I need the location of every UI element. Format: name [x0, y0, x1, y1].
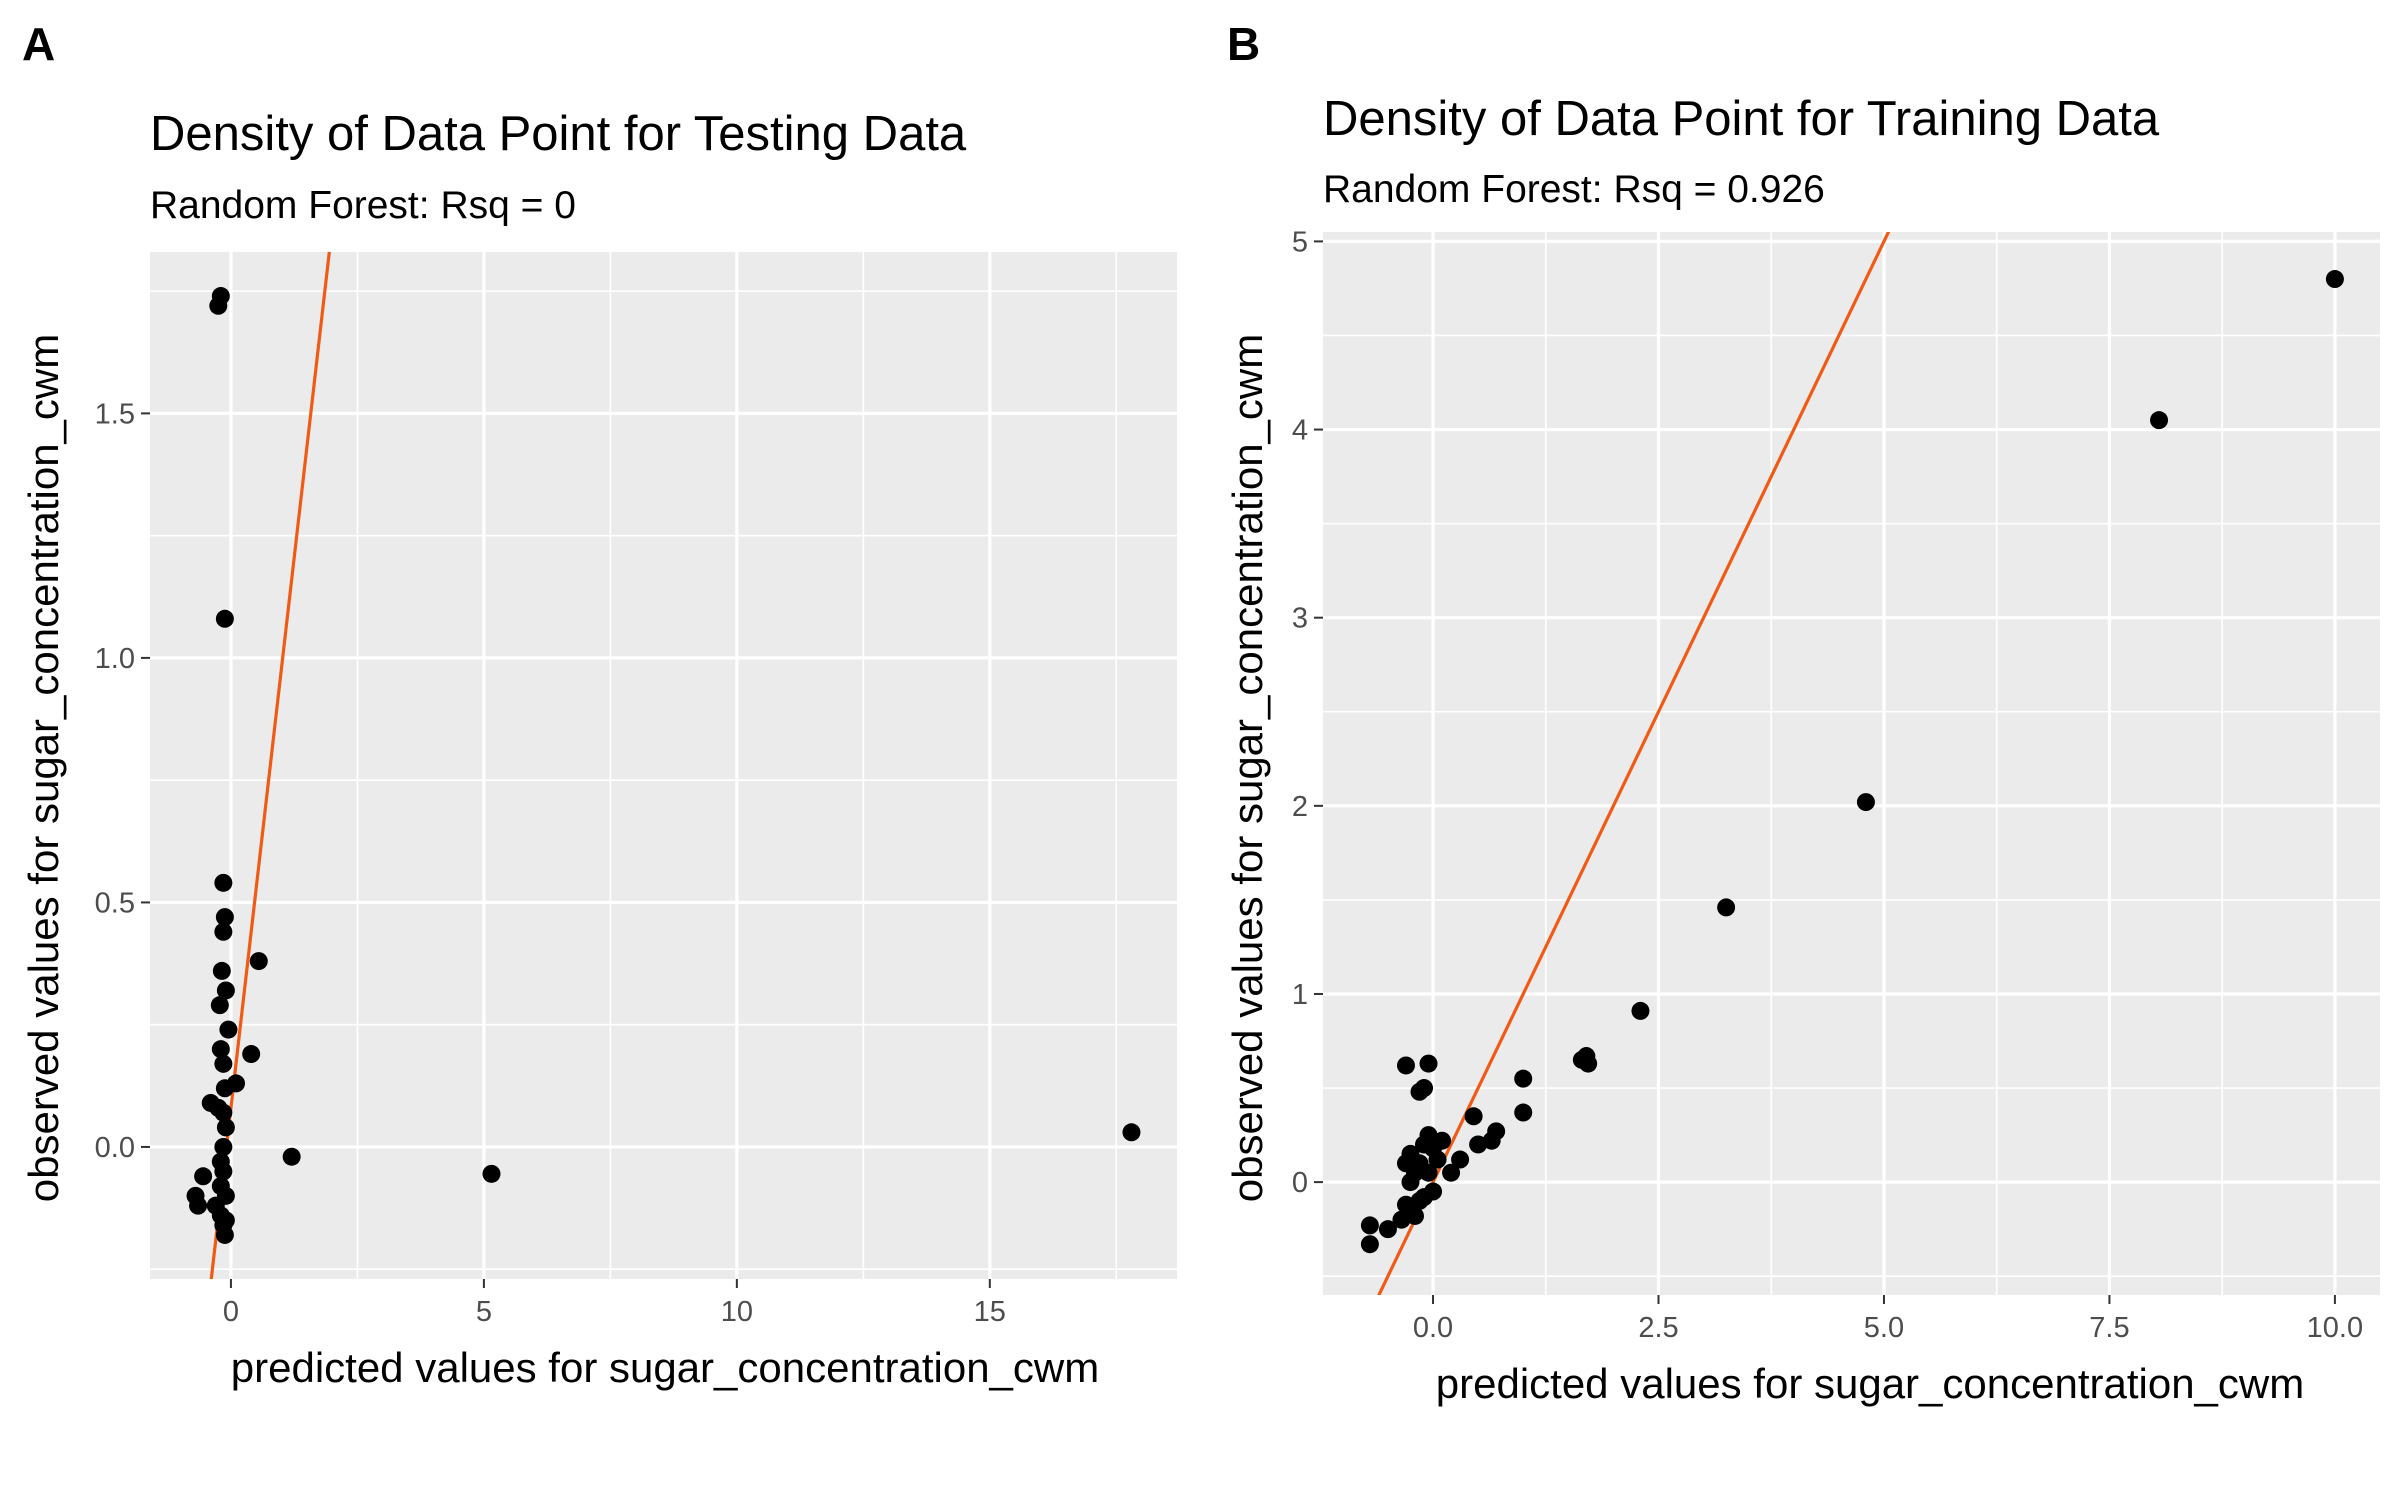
- data-point: [215, 1079, 234, 1098]
- y-tick-label: 4: [1292, 415, 1308, 447]
- data-point: [1419, 1163, 1438, 1182]
- data-point: [1514, 1103, 1533, 1122]
- data-point: [209, 296, 228, 315]
- plot-background-b: [1323, 232, 2380, 1295]
- data-point: [1451, 1150, 1470, 1169]
- data-point: [1378, 1220, 1397, 1239]
- data-point: [1122, 1123, 1141, 1142]
- y-axis-title-b: observed values for sugar_concentration_…: [1224, 334, 1271, 1202]
- data-point: [1469, 1135, 1488, 1154]
- reference-line-a: [209, 252, 331, 1279]
- chart-title-b: Density of Data Point for Training Data: [1323, 92, 2160, 146]
- data-point: [214, 873, 233, 892]
- panel-tag-a: A: [22, 18, 55, 70]
- plot-area-b: 0.0 2.5 5.0 7.5 10.0 0 1 2 3 4 5: [1292, 226, 2380, 1344]
- data-point: [1482, 1131, 1501, 1150]
- reference-line-b: [1377, 232, 1891, 1295]
- data-point: [216, 1186, 235, 1205]
- chart-subtitle-a: Random Forest: Rsq = 0: [150, 184, 576, 227]
- data-point: [1392, 1210, 1411, 1229]
- panel-b: B Density of Data Point for Training Dat…: [1224, 18, 2380, 1407]
- y-tick-label: 1.0: [95, 643, 135, 675]
- y-tick-label: 3: [1292, 603, 1308, 635]
- x-axis-title-a: predicted values for sugar_concentration…: [231, 1344, 1099, 1391]
- data-point: [282, 1147, 301, 1166]
- data-point: [1410, 1082, 1429, 1101]
- data-point: [2325, 270, 2344, 289]
- data-point: [1579, 1054, 1598, 1073]
- x-axis-title-b: predicted values for sugar_concentration…: [1436, 1360, 2304, 1407]
- data-point: [2150, 411, 2169, 430]
- data-point: [1428, 1150, 1447, 1169]
- plot-background-a: [150, 252, 1177, 1279]
- data-point: [1360, 1216, 1379, 1235]
- x-tick-label: 10: [721, 1296, 753, 1328]
- data-point: [1464, 1107, 1483, 1126]
- y-tick-label: 0: [1292, 1167, 1308, 1199]
- y-tick-label: 0.0: [95, 1132, 135, 1164]
- x-tick-label: 15: [974, 1296, 1006, 1328]
- data-point: [211, 1040, 230, 1059]
- data-point: [215, 609, 234, 628]
- data-point: [1396, 1056, 1415, 1075]
- data-point: [215, 1225, 234, 1244]
- data-point: [1856, 793, 1875, 812]
- x-tick-label: 0.0: [1413, 1312, 1453, 1344]
- data-point: [1424, 1182, 1443, 1201]
- chart-subtitle-b: Random Forest: Rsq = 0.926: [1323, 168, 1825, 211]
- plot-area-a: 0 5 10 15 0.0 0.5 1.0 1.5: [95, 252, 1177, 1328]
- y-tick-label: 1: [1292, 979, 1308, 1011]
- data-point: [212, 961, 231, 980]
- data-point: [1442, 1163, 1461, 1182]
- data-point: [189, 1196, 208, 1215]
- data-point: [194, 1167, 213, 1186]
- y-tick-label: 2: [1292, 791, 1308, 823]
- data-point: [1514, 1069, 1533, 1088]
- y-tick-label: 1.5: [95, 398, 135, 430]
- data-point: [216, 1118, 235, 1137]
- data-point: [216, 981, 235, 1000]
- y-axis-title-a: observed values for sugar_concentration_…: [20, 334, 67, 1202]
- y-tick-label: 0.5: [95, 887, 135, 919]
- data-point: [211, 1152, 230, 1171]
- x-tick-label: 5: [476, 1296, 492, 1328]
- data-point: [216, 1211, 235, 1230]
- data-point: [1717, 898, 1736, 917]
- data-point: [1360, 1235, 1379, 1254]
- data-point: [1631, 1001, 1650, 1020]
- x-tick-label: 0: [223, 1296, 239, 1328]
- data-point: [1401, 1144, 1420, 1163]
- data-point: [215, 908, 234, 927]
- data-point: [242, 1045, 261, 1064]
- data-point: [214, 1103, 233, 1122]
- x-tick-label: 10.0: [2307, 1312, 2363, 1344]
- panel-a: A Density of Data Point for Testing Data…: [20, 18, 1177, 1391]
- x-tick-label: 2.5: [1638, 1312, 1678, 1344]
- data-point: [482, 1164, 501, 1183]
- x-tick-label: 7.5: [2089, 1312, 2129, 1344]
- data-point: [214, 922, 233, 941]
- panel-tag-b: B: [1227, 18, 1260, 70]
- y-tick-label: 5: [1292, 226, 1308, 258]
- data-point: [210, 996, 229, 1015]
- data-point: [214, 1137, 233, 1156]
- chart-title-a: Density of Data Point for Testing Data: [150, 107, 967, 161]
- data-point: [219, 1020, 238, 1039]
- data-point: [214, 1054, 233, 1073]
- data-point: [1405, 1206, 1424, 1225]
- data-point: [249, 952, 268, 971]
- data-point: [1419, 1054, 1438, 1073]
- x-tick-label: 5.0: [1864, 1312, 1904, 1344]
- data-point: [1410, 1191, 1429, 1210]
- data-point: [1433, 1131, 1452, 1150]
